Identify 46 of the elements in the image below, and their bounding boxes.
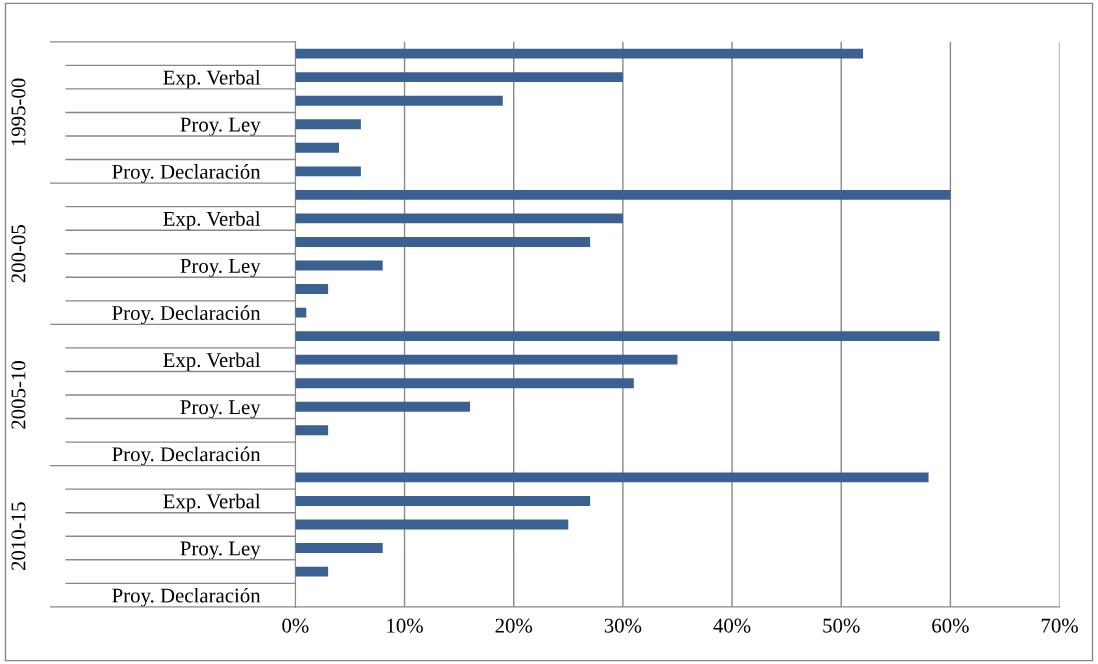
bar bbox=[295, 142, 340, 153]
bar bbox=[295, 260, 383, 271]
y-tick-label: Proy. Ley bbox=[180, 400, 261, 419]
text: 2010-15 bbox=[11, 502, 26, 571]
bar bbox=[295, 354, 678, 365]
y-tick-label: Exp. Verbal bbox=[163, 69, 261, 89]
x-tick-label: 60% bbox=[932, 618, 969, 633]
bar bbox=[295, 213, 623, 224]
y-tick-label: Proy. Declaración bbox=[112, 164, 261, 184]
y-tick-label: Proy. Ley bbox=[180, 259, 261, 278]
y-tick-label: Proy. Declaración bbox=[112, 446, 261, 466]
text: 200-05 bbox=[11, 225, 26, 283]
bar bbox=[295, 284, 329, 294]
x-tick-label: 0% bbox=[282, 618, 309, 633]
bar bbox=[295, 95, 503, 106]
y-tick-label: Exp. Verbal bbox=[163, 493, 261, 513]
x-tick-label: 10% bbox=[387, 618, 423, 633]
y-tick-label: Proy. Ley bbox=[180, 117, 261, 136]
x-tick-label: 20% bbox=[495, 618, 533, 633]
bar bbox=[295, 378, 634, 389]
bar bbox=[295, 189, 951, 200]
x-tick-label: 50% bbox=[823, 618, 860, 633]
bar bbox=[295, 519, 569, 530]
text: 1995-00 bbox=[11, 78, 26, 146]
bar bbox=[295, 119, 361, 130]
y-tick-label: Proy. Ley bbox=[180, 541, 261, 560]
x-tick-label: 30% bbox=[604, 618, 642, 633]
bar bbox=[295, 496, 591, 506]
y-tick-label: Exp. Verbal bbox=[163, 352, 261, 372]
bar bbox=[295, 566, 329, 577]
bar bbox=[295, 237, 591, 247]
bar bbox=[295, 543, 383, 553]
text: 2005-10 bbox=[11, 361, 26, 429]
x-tick-label: 40% bbox=[713, 618, 751, 633]
y-tick-label: Proy. Declaración bbox=[112, 587, 261, 607]
bar bbox=[295, 472, 929, 483]
x-tick-label: 70% bbox=[1041, 618, 1078, 633]
bar bbox=[295, 401, 471, 412]
y-tick-label: Exp. Verbal bbox=[163, 211, 261, 231]
bar bbox=[295, 425, 329, 436]
y-tick-label: Proy. Declaración bbox=[112, 305, 261, 325]
bar bbox=[295, 166, 361, 177]
bar bbox=[295, 331, 940, 342]
bar bbox=[295, 48, 864, 59]
bar bbox=[295, 72, 623, 83]
bar bbox=[295, 307, 307, 318]
